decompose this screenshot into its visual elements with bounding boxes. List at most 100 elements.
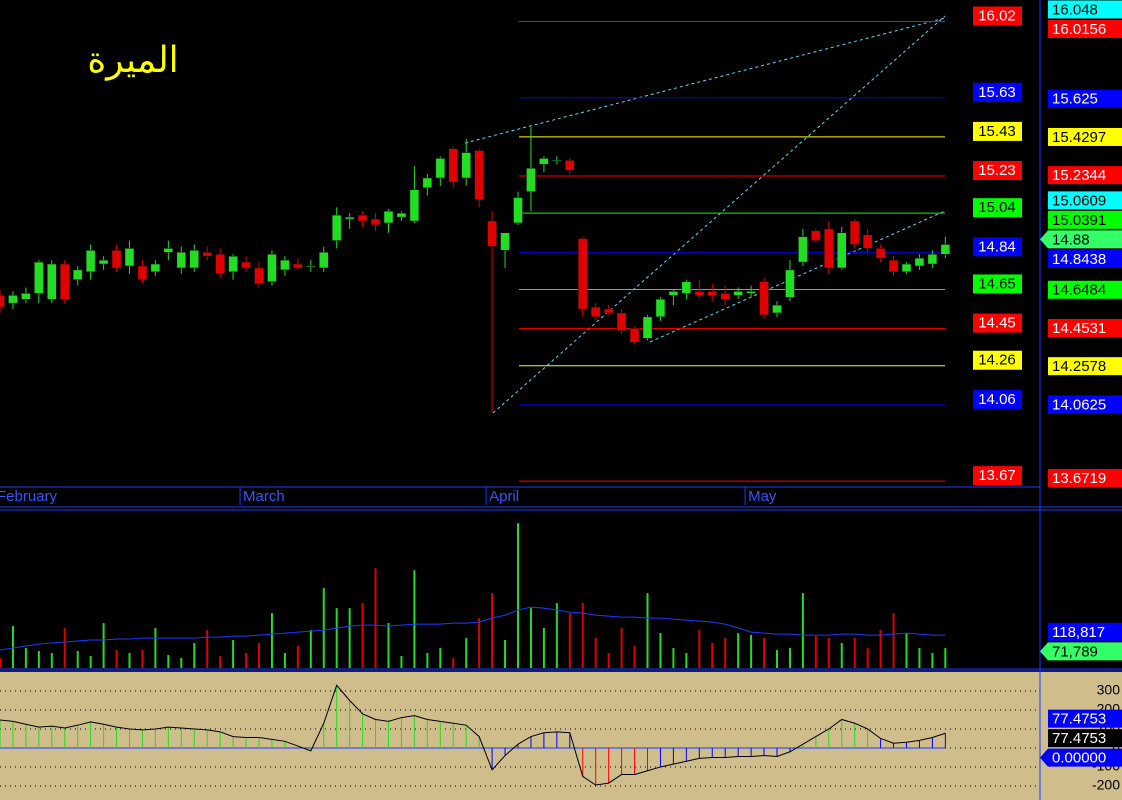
level-label: 16.02 (978, 7, 1016, 24)
candle-body (849, 220, 860, 245)
candle-body (565, 160, 575, 171)
candle-body (448, 148, 458, 183)
value-box (1048, 210, 1122, 229)
oscillator-line (0, 684, 946, 786)
value-box (1048, 729, 1122, 748)
candle-body (331, 214, 342, 241)
candle-body (47, 263, 57, 300)
level-box (973, 389, 1022, 409)
value-label: 14.8438 (1052, 251, 1106, 268)
level-box (973, 466, 1022, 486)
value-label: 0.00000 (1052, 750, 1106, 767)
value-label: 16.0156 (1052, 21, 1106, 38)
candle-body (370, 218, 381, 226)
candle-body (202, 252, 212, 257)
level-box (973, 350, 1022, 370)
candle-body (254, 267, 264, 284)
value-box (1048, 395, 1122, 414)
candle-body (578, 238, 588, 310)
x-tick-label: March (243, 488, 285, 505)
candle-body (733, 291, 743, 296)
value-box (1048, 318, 1122, 337)
value-box (1048, 166, 1122, 185)
candle-body (629, 328, 640, 343)
candle-body (215, 254, 225, 275)
candle-body (940, 244, 951, 255)
value-label: 118,817 (1052, 624, 1105, 641)
level-label: 13.67 (978, 467, 1016, 484)
candle-body (280, 259, 290, 271)
x-tick-label: April (489, 488, 519, 505)
level-label: 15.43 (978, 123, 1016, 140)
level-box (973, 313, 1022, 333)
value-label: 14.6484 (1052, 282, 1106, 299)
level-box (973, 198, 1022, 218)
candle-body (409, 189, 420, 222)
candle-body (888, 259, 899, 273)
value-label: 16.048 (1052, 1, 1098, 18)
value-box (1040, 642, 1122, 661)
chart-title: الميرة (87, 40, 178, 81)
candle-body (603, 308, 614, 314)
value-box (1048, 0, 1122, 19)
level-label: 14.45 (978, 315, 1016, 332)
level-label: 15.23 (978, 162, 1016, 179)
value-label: 77.4753 (1052, 711, 1106, 728)
level-label: 15.04 (978, 199, 1016, 216)
level-box (973, 82, 1022, 102)
candle-body (72, 269, 83, 280)
y-tick-label: -200 (1092, 777, 1120, 793)
candle-body (500, 232, 510, 251)
candle-body (267, 254, 277, 282)
candle-body (642, 316, 653, 339)
candle-body (513, 197, 523, 224)
value-box (1040, 230, 1122, 249)
candle-body (422, 177, 433, 189)
candle-body (772, 304, 782, 314)
candle-body (681, 281, 692, 294)
y-tick-label: 300 (1097, 682, 1121, 698)
value-box (1048, 622, 1122, 641)
candle-body (241, 261, 251, 269)
candle-body (526, 167, 536, 192)
candle-body (720, 293, 730, 300)
candle-body (111, 250, 122, 269)
volume-average (0, 606, 946, 651)
candle-body (396, 212, 407, 218)
candle-body (824, 228, 834, 269)
level-box (973, 121, 1022, 141)
value-box (1048, 249, 1122, 268)
candle-body (927, 254, 938, 265)
value-label: 71,789 (1052, 643, 1098, 660)
level-label: 14.26 (978, 352, 1016, 369)
level-label: 15.63 (978, 84, 1016, 101)
candle-body (60, 263, 70, 300)
value-label: 14.0625 (1052, 396, 1106, 413)
candle-body (655, 298, 666, 318)
candle-body (34, 261, 44, 294)
level-box (973, 274, 1022, 294)
value-box (1048, 89, 1122, 108)
value-label: 15.2344 (1052, 167, 1106, 184)
candle-body (461, 152, 471, 179)
value-box (1040, 748, 1122, 767)
value-box (1048, 357, 1122, 376)
trend-line (464, 17, 946, 144)
candle-body (487, 220, 497, 247)
candle-body (0, 295, 5, 308)
candle-body (435, 158, 446, 179)
value-label: 14.4531 (1052, 320, 1106, 337)
candle-body (319, 252, 329, 269)
value-label: 15.4297 (1052, 129, 1106, 146)
candle-body (862, 234, 873, 249)
candle-body (306, 265, 316, 268)
candle-body (474, 150, 484, 200)
candle-body (590, 306, 601, 318)
candle-body (383, 210, 394, 224)
candle-body (707, 291, 717, 296)
candle-body (293, 263, 303, 269)
candle-body (552, 160, 562, 162)
candle-body (21, 293, 31, 300)
trend-line (492, 15, 946, 414)
